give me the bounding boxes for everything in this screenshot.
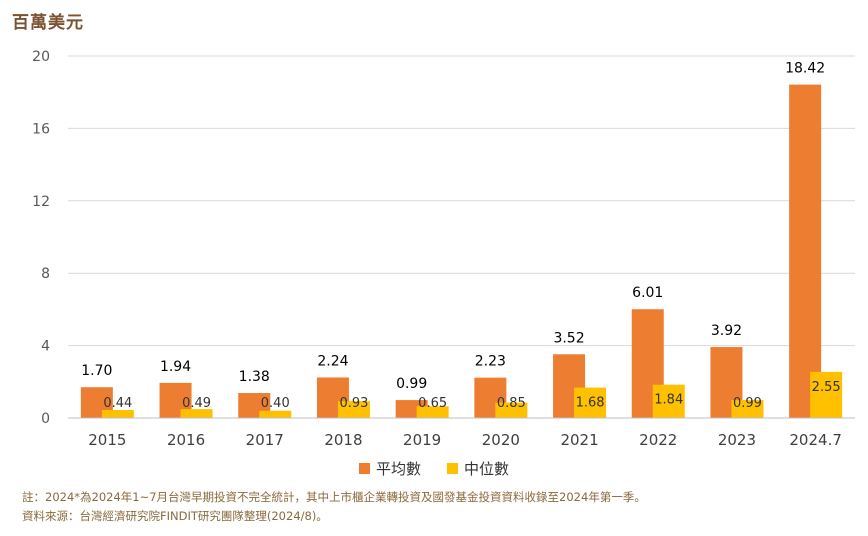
x-tick-label: 2016 — [167, 431, 205, 449]
data-label-average: 18.42 — [785, 61, 825, 77]
footnote-source: 資料來源：台灣經濟研究院FINDIT研究團隊整理(2024/8)。 — [22, 509, 328, 523]
legend-item-median: 中位數 — [447, 458, 509, 479]
x-tick-label: 2021 — [560, 431, 598, 449]
data-label-median: 0.99 — [733, 396, 762, 411]
bar-median — [180, 409, 213, 418]
data-label-median: 0.85 — [497, 396, 526, 411]
data-label-average: 3.52 — [553, 330, 584, 346]
bar-median — [810, 371, 843, 418]
data-label-average: 2.24 — [317, 353, 348, 369]
data-label-median: 0.49 — [182, 396, 211, 411]
x-tick-label: 2018 — [324, 431, 362, 449]
bar-median — [259, 410, 292, 418]
data-label-median: 0.44 — [103, 396, 132, 411]
data-label-median: 1.68 — [576, 396, 605, 411]
data-label-average: 1.38 — [239, 369, 270, 385]
y-tick-label: 0 — [41, 411, 50, 427]
x-tick-label: 2024.7 — [789, 431, 842, 449]
bar-median — [731, 400, 764, 418]
data-label-median: 0.65 — [418, 396, 447, 411]
legend-label-average: 平均數 — [375, 460, 421, 478]
data-label-average: 6.01 — [632, 285, 663, 301]
y-tick-label: 16 — [32, 121, 50, 137]
bar-median — [337, 401, 370, 418]
legend-swatch-median — [447, 463, 458, 474]
footnotes: 註：2024*為2024年1~7月台灣早期投資不完全統計，其中上市櫃企業轉投資及… — [22, 488, 646, 526]
data-label-average: 2.23 — [475, 354, 506, 370]
y-tick-label: 12 — [32, 194, 50, 210]
x-tick-label: 2019 — [403, 431, 441, 449]
data-label-median: 2.55 — [812, 380, 841, 395]
legend-label-median: 中位數 — [464, 460, 510, 478]
bar-median — [495, 402, 528, 418]
data-label-average: 0.99 — [396, 376, 427, 392]
x-tick-label: 2020 — [482, 431, 520, 449]
footnote-note: 註：2024*為2024年1~7月台灣早期投資不完全統計，其中上市櫃企業轉投資及… — [22, 490, 646, 504]
data-label-average: 1.70 — [81, 363, 112, 379]
data-label-median: 1.84 — [654, 393, 683, 408]
y-tick-label: 20 — [32, 49, 50, 65]
x-tick-label: 2015 — [88, 431, 126, 449]
bar-median — [574, 387, 607, 418]
data-label-average: 3.92 — [711, 323, 742, 339]
data-label-median: 0.93 — [339, 396, 368, 411]
bar-median — [101, 410, 134, 418]
y-tick-label: 4 — [41, 339, 50, 355]
legend-item-average: 平均數 — [358, 458, 421, 479]
y-tick-label: 8 — [41, 266, 50, 282]
bar-median — [652, 384, 685, 418]
bar-chart: 0 4 8 12 16 20 2015 1.70 0.44 2016 1.94 0.49 2017 1.3… — [32, 49, 855, 449]
data-label-median: 0.40 — [261, 396, 290, 411]
x-tick-label: 2023 — [718, 431, 756, 449]
legend-swatch-average — [358, 463, 370, 474]
y-unit-label: 百萬美元 — [12, 13, 84, 33]
x-tick-label: 2017 — [246, 431, 284, 449]
bar-median — [416, 406, 449, 418]
data-label-average: 1.94 — [160, 359, 191, 375]
bar-average — [789, 84, 822, 419]
x-tick-label: 2022 — [639, 431, 677, 449]
legend: 平均數 中位數 — [0, 458, 868, 479]
